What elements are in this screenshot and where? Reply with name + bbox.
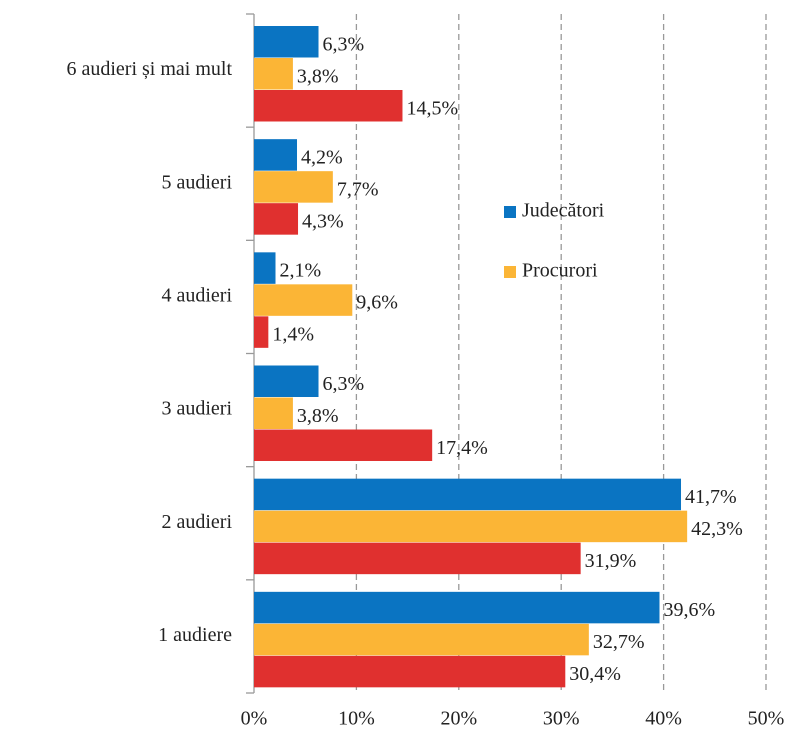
data-label: 3,8% [297, 65, 339, 87]
data-label: 31,9% [585, 550, 637, 572]
data-label: 2,1% [280, 260, 322, 282]
bar [254, 429, 433, 461]
data-label: 4,3% [302, 211, 344, 233]
data-label: 9,6% [356, 292, 398, 314]
x-tick-label: 50% [748, 708, 785, 730]
bar [254, 591, 660, 624]
data-label: 41,7% [685, 486, 737, 508]
data-label: 6,3% [323, 33, 365, 55]
data-label: 4,2% [301, 147, 343, 169]
x-tick-label: 30% [543, 708, 580, 730]
bar [254, 26, 319, 58]
bar [254, 90, 403, 122]
bar [254, 203, 299, 235]
data-label: 42,3% [691, 518, 743, 540]
bar [254, 655, 566, 688]
bar [254, 171, 333, 203]
y-tick-label: 1 audiere [158, 624, 232, 646]
x-tick-label: 10% [338, 708, 375, 730]
bar [254, 542, 581, 575]
data-label: 17,4% [436, 437, 488, 459]
bar [254, 139, 298, 171]
data-label: 6,3% [323, 373, 365, 395]
data-label: 7,7% [337, 179, 379, 201]
legend-swatch [504, 266, 516, 278]
bar [254, 316, 269, 348]
bar [254, 478, 682, 511]
y-tick-label: 2 audieri [161, 511, 232, 533]
legend-label: Judecători [522, 200, 605, 222]
bar [254, 58, 293, 90]
bar [254, 397, 293, 429]
y-tick-label: 4 audieri [161, 285, 232, 307]
x-tick-label: 0% [241, 708, 268, 730]
data-label: 14,5% [406, 97, 458, 119]
data-label: 3,8% [297, 405, 339, 427]
bar [254, 284, 353, 316]
bar [254, 365, 319, 397]
y-tick-label: 6 audieri și mai mult [66, 58, 232, 80]
x-tick-label: 40% [645, 708, 682, 730]
data-label: 32,7% [593, 631, 645, 653]
bar [254, 510, 688, 543]
data-label: 30,4% [569, 663, 621, 685]
data-label: 1,4% [272, 324, 314, 346]
y-tick-label: 5 audieri [161, 171, 232, 193]
bar [254, 623, 589, 656]
bar [254, 252, 276, 284]
legend-swatch [504, 206, 516, 218]
x-tick-label: 20% [440, 708, 477, 730]
y-tick-label: 3 audieri [161, 398, 232, 420]
legend-label: Procurori [522, 260, 598, 282]
data-label: 39,6% [664, 599, 716, 621]
